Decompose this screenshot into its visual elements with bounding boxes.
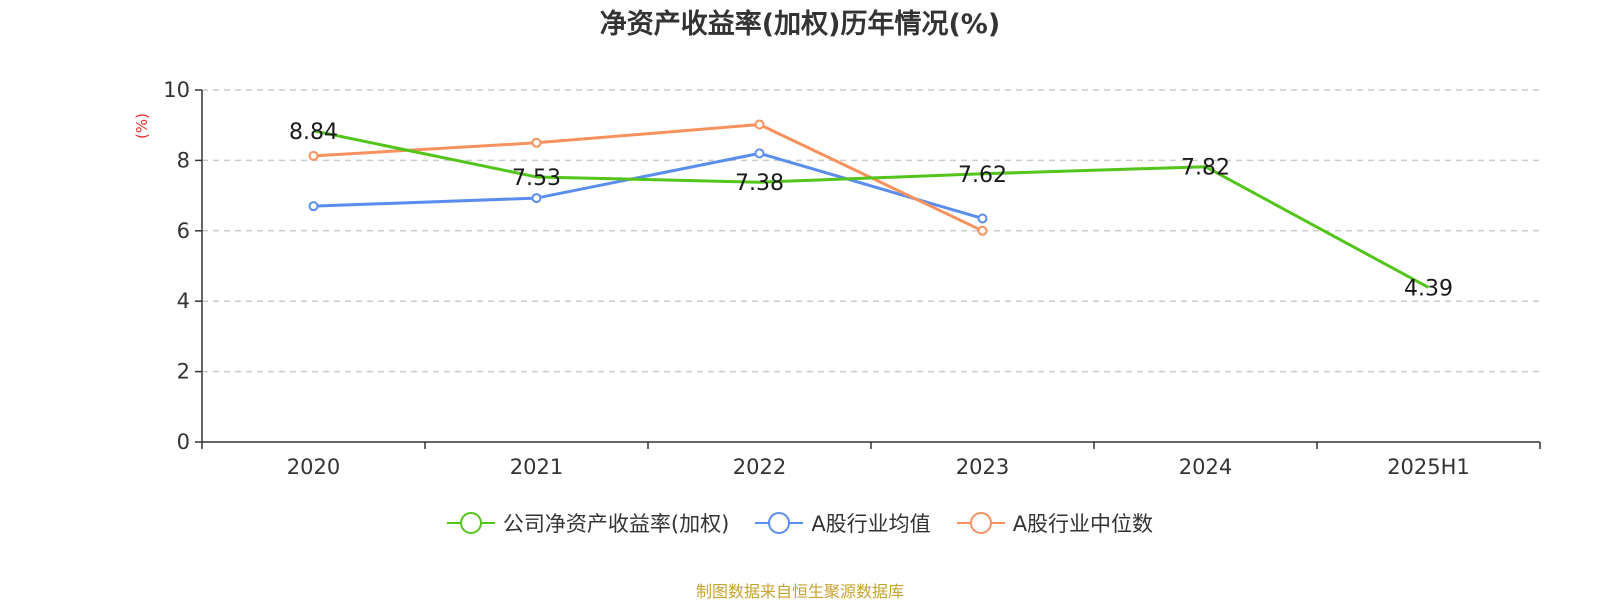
data-point-industry_avg <box>531 193 542 204</box>
data-label-company: 7.53 <box>512 166 561 191</box>
legend-marker-company-icon <box>446 512 495 534</box>
legend-label-industry-avg: A股行业均值 <box>811 512 931 536</box>
data-point-industry_avg <box>308 201 319 212</box>
data-label-company: 7.82 <box>1181 156 1230 181</box>
data-label-company: 7.38 <box>735 171 784 196</box>
x-tick-label: 2022 <box>733 455 786 479</box>
y-tick-label: 2 <box>177 360 190 384</box>
data-point-industry_avg <box>754 148 765 159</box>
x-tick-label: 2021 <box>510 455 563 479</box>
x-tick-label: 2020 <box>287 455 340 479</box>
data-point-industry_median <box>308 150 319 161</box>
data-label-company: 8.84 <box>289 120 338 145</box>
series-line-company <box>313 129 1430 289</box>
data-point-industry_median <box>531 137 542 148</box>
data-point-industry_avg <box>977 213 988 224</box>
legend-item-industry-median[interactable]: A股行业中位数 <box>956 508 1154 538</box>
y-tick-label: 6 <box>177 219 190 243</box>
legend-marker-industry-avg-icon <box>755 512 804 534</box>
y-axis-label: (%) <box>133 113 151 139</box>
legend-marker-industry-median-icon <box>956 512 1005 534</box>
data-point-industry_median <box>977 225 988 236</box>
legend-label-industry-median: A股行业中位数 <box>1012 512 1154 536</box>
data-label-company: 7.62 <box>958 163 1007 188</box>
x-tick-label: 2023 <box>956 455 1009 479</box>
y-tick-label: 8 <box>177 148 190 172</box>
y-tick-label: 10 <box>163 78 190 102</box>
x-tick-label: 2025H1 <box>1387 455 1470 479</box>
y-tick-label: 4 <box>177 289 190 313</box>
series-line-industry_avg <box>313 151 983 220</box>
chart-title: 净资产收益率(加权)历年情况(%) <box>599 9 1001 40</box>
y-tick-label: 0 <box>177 430 190 454</box>
legend-label-company: 公司净资产收益率(加权) <box>502 512 730 536</box>
legend-item-industry-avg[interactable]: A股行业均值 <box>755 508 931 538</box>
data-point-industry_median <box>754 119 765 130</box>
x-tick-label: 2024 <box>1179 455 1232 479</box>
legend-item-company[interactable]: 公司净资产收益率(加权) <box>446 508 730 538</box>
legend: 公司净资产收益率(加权) A股行业均值 A股行业中位数 <box>0 508 1600 538</box>
data-label-company: 4.39 <box>1404 276 1453 301</box>
data-source-note: 制图数据来自恒生聚源数据库 <box>695 582 904 601</box>
